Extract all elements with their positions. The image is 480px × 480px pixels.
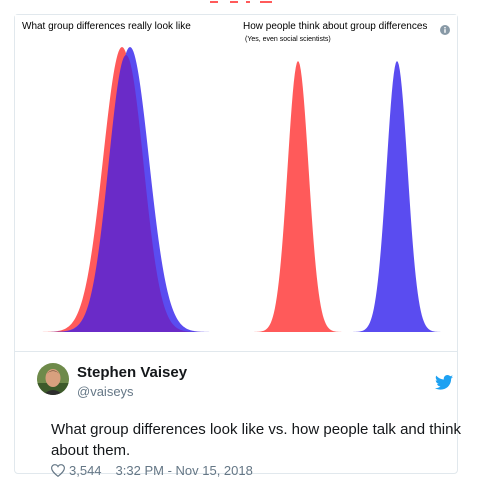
like-count[interactable]: 3,544 [69, 463, 102, 478]
tweet-card[interactable]: What group differences really look like … [14, 14, 461, 478]
tweet-text: What group differences look like vs. how… [51, 421, 461, 459]
right-blue-curve [349, 61, 444, 332]
display-name[interactable]: Stephen Vaisey [77, 364, 188, 381]
avatar[interactable] [37, 363, 69, 395]
right-panel-subtitle: (Yes, even social scientists) [245, 36, 331, 43]
timestamp[interactable]: 3:32 PM - Nov 15, 2018 [115, 463, 253, 478]
twitter-bird-icon[interactable] [435, 375, 453, 390]
top-decoration [210, 1, 272, 3]
left-overlap-curve [47, 55, 205, 332]
right-panel-title: How people think about group differences [243, 21, 428, 32]
avatar-image [37, 363, 69, 395]
info-icon[interactable] [440, 25, 450, 35]
user-handle[interactable]: @vaiseys [77, 384, 134, 399]
tweet-footer: 3,544 3:32 PM - Nov 15, 2018 [51, 463, 253, 478]
tweet-image[interactable]: What group differences really look like … [15, 15, 457, 352]
right-red-curve [250, 61, 345, 332]
distribution-curves [36, 47, 444, 332]
heart-icon[interactable] [51, 464, 65, 477]
left-panel-title: What group differences really look like [22, 21, 191, 32]
